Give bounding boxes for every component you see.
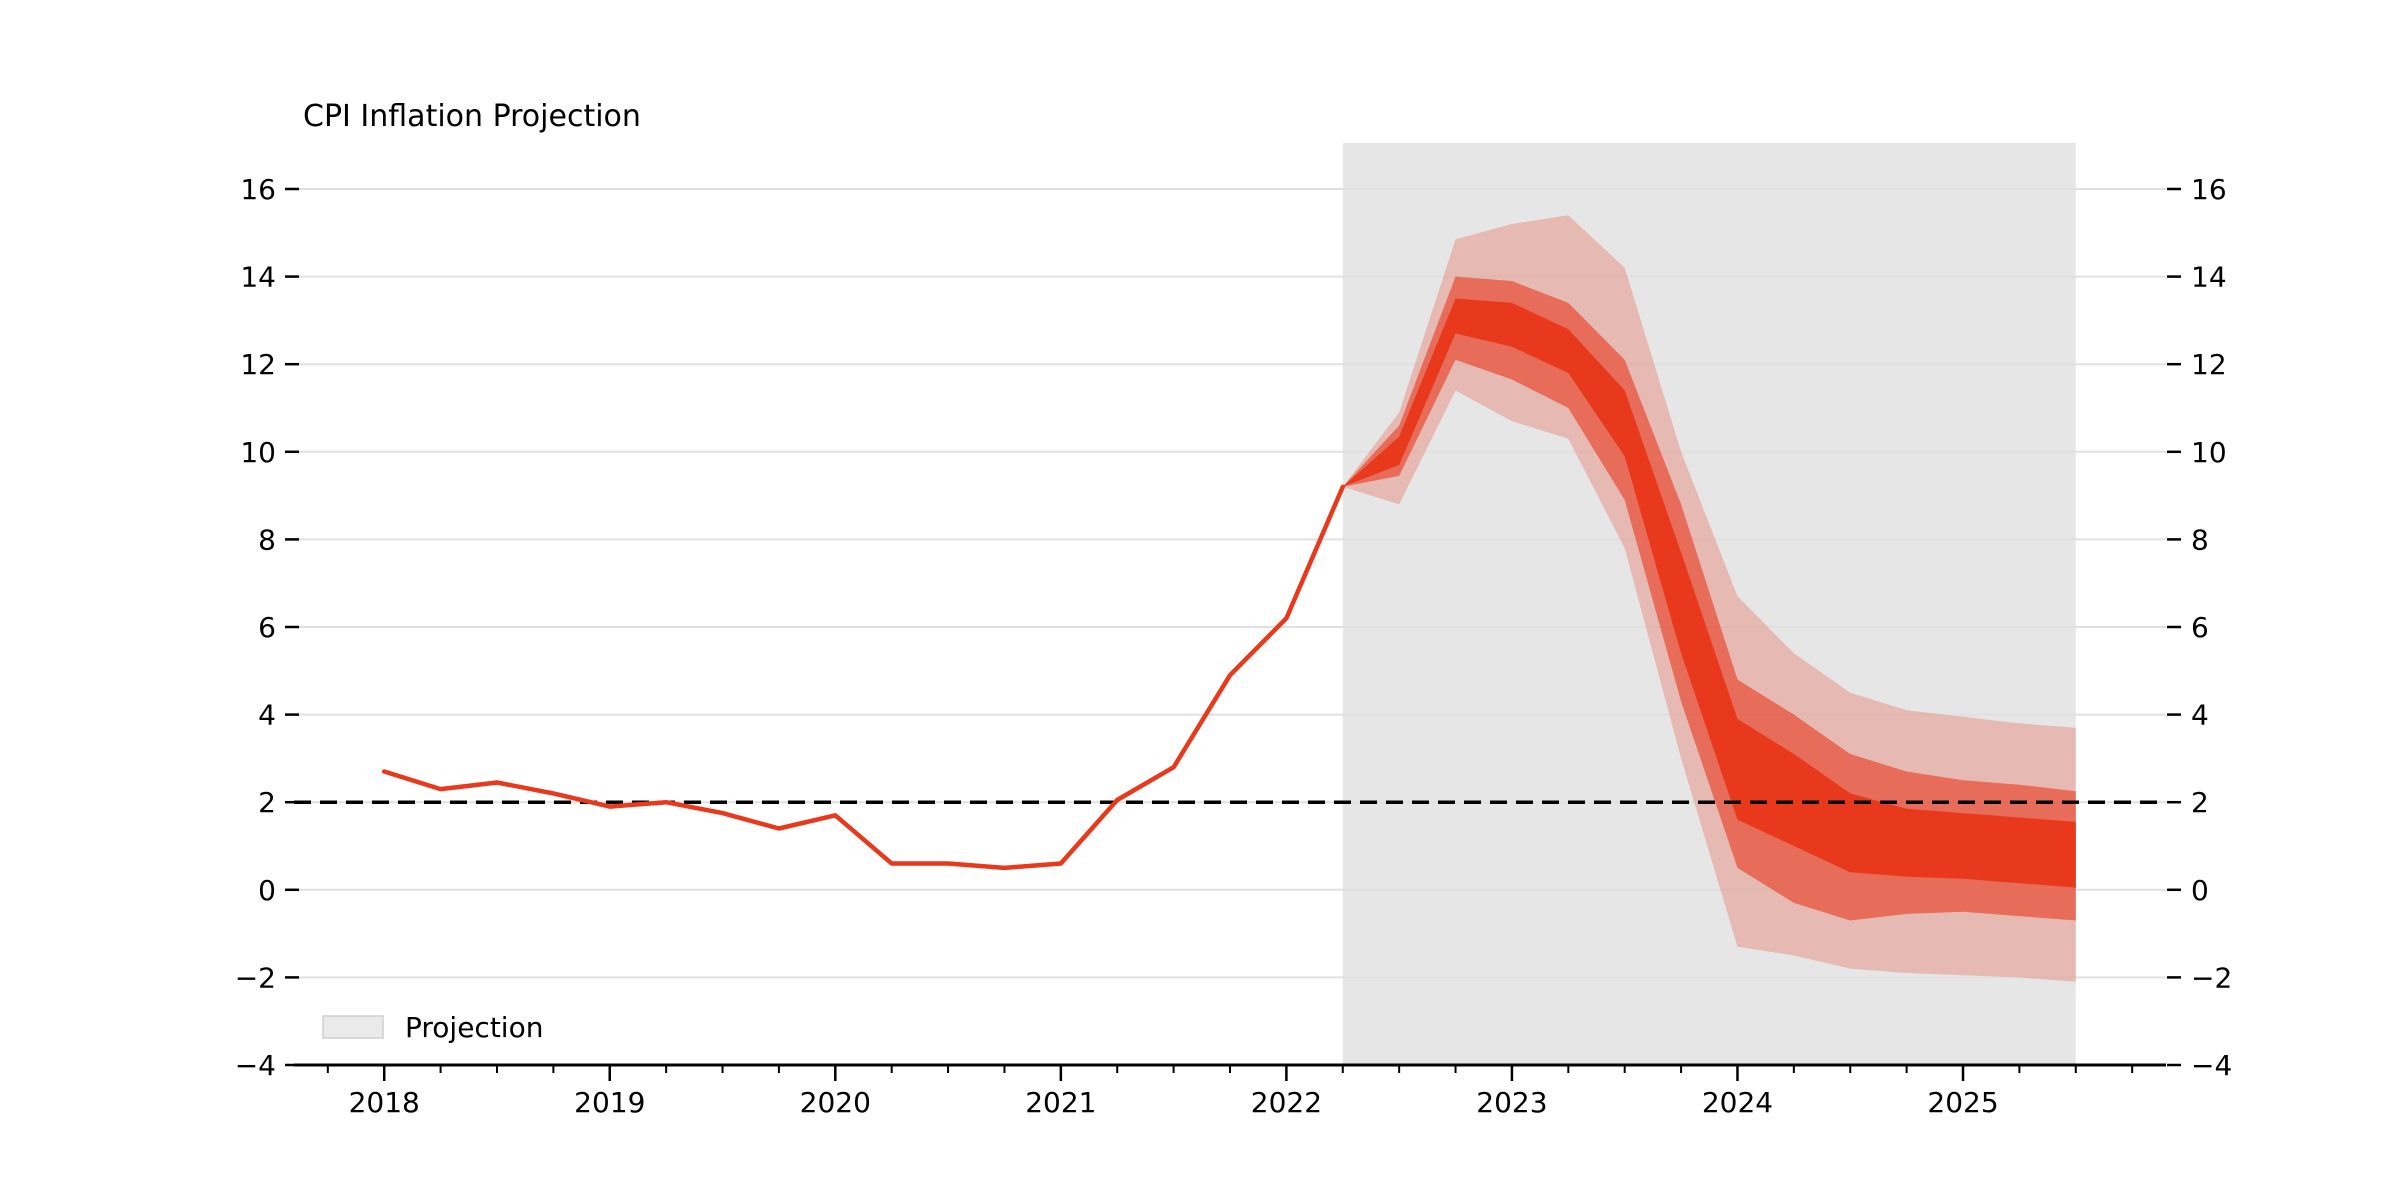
legend: Projection <box>322 1011 543 1044</box>
y-tick-label-left: −2 <box>235 961 276 994</box>
y-tick-label-right: 16 <box>2191 173 2227 206</box>
fan-band-inner <box>1342 298 2076 888</box>
x-tick-label: 2021 <box>1025 1086 1096 1119</box>
x-tick-label: 2020 <box>800 1086 871 1119</box>
y-tick-label-left: 12 <box>240 348 276 381</box>
projection-legend-swatch <box>322 1015 384 1039</box>
chart-title: CPI Inflation Projection <box>303 99 641 134</box>
y-tick-label-left: 14 <box>240 261 276 294</box>
y-tick-label-right: 12 <box>2191 348 2227 381</box>
x-tick-label: 2025 <box>1927 1086 1998 1119</box>
series-layer <box>381 484 1346 871</box>
y-tick-label-right: 2 <box>2191 786 2209 819</box>
fan-bands <box>1342 215 2076 982</box>
y-tick-label-left: 0 <box>258 874 276 907</box>
y-tick-label-right: 8 <box>2191 523 2209 556</box>
x-tick-label: 2019 <box>574 1086 645 1119</box>
y-tick-label-left: 6 <box>258 611 276 644</box>
y-tick-label-left: 16 <box>240 173 276 206</box>
legend-label: Projection <box>405 1011 543 1044</box>
y-tick-label-left: 4 <box>258 699 276 732</box>
y-tick-label-right: 0 <box>2191 874 2209 907</box>
axes-layer: 2018 2019 2020 2021 2022 2023 2024 2025−4 −4−2 −2… <box>235 173 2233 1119</box>
x-tick-label: 2023 <box>1476 1086 1547 1119</box>
historical-line <box>381 484 1346 871</box>
y-tick-label-right: 10 <box>2191 436 2227 469</box>
x-tick-label: 2018 <box>349 1086 420 1119</box>
x-tick-label: 2024 <box>1702 1086 1773 1119</box>
x-tick-label: 2022 <box>1251 1086 1322 1119</box>
y-tick-label-right: 6 <box>2191 611 2209 644</box>
y-tick-label-left: 8 <box>258 523 276 556</box>
y-tick-label-left: 10 <box>240 436 276 469</box>
y-tick-label-right: 4 <box>2191 699 2209 732</box>
y-tick-label-right: 14 <box>2191 261 2227 294</box>
y-tick-label-left: 2 <box>258 786 276 819</box>
y-tick-label-left: −4 <box>235 1049 276 1082</box>
fan-band-middle <box>1342 276 2076 921</box>
y-tick-label-right: −4 <box>2191 1049 2232 1082</box>
y-tick-label-right: −2 <box>2191 961 2232 994</box>
